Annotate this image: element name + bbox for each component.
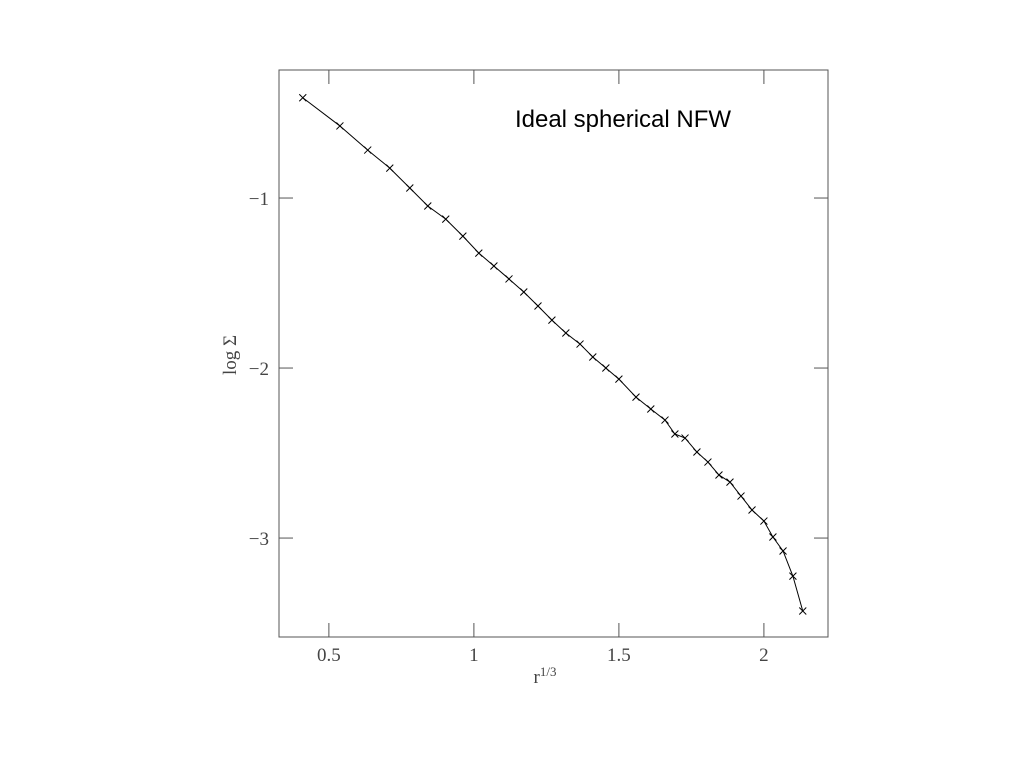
data-marker	[441, 215, 450, 223]
data-marker	[548, 316, 556, 324]
data-marker	[519, 288, 528, 296]
data-marker	[336, 122, 344, 130]
data-marker	[661, 416, 669, 424]
data-line	[302, 97, 804, 612]
data-marker	[405, 184, 414, 192]
data-marker	[704, 458, 712, 466]
y-tick-label: −2	[249, 359, 269, 380]
data-marker	[474, 249, 483, 257]
data-marker	[632, 393, 640, 401]
x-axis-label-base: r	[534, 667, 541, 688]
data-marker	[681, 434, 689, 442]
data-marker	[534, 302, 542, 310]
data-marker	[363, 146, 372, 154]
data-marker	[798, 607, 807, 615]
data-marker	[505, 275, 513, 283]
data-marker	[671, 430, 679, 438]
data-marker	[615, 375, 623, 383]
y-tick-label: −3	[249, 529, 269, 550]
data-marker	[561, 329, 570, 337]
x-tick-label: 2	[759, 645, 769, 666]
annotation: Ideal spherical NFW	[515, 106, 731, 133]
x-tick-label: 0.5	[317, 645, 341, 666]
data-marker	[789, 572, 797, 580]
x-axis-label-sup: 1/3	[540, 664, 557, 679]
data-marker	[601, 364, 610, 372]
data-marker	[737, 492, 745, 500]
data-marker	[298, 93, 307, 102]
y-tick-label: −1	[249, 189, 269, 210]
data-marker	[779, 547, 787, 555]
y-axis-label: log Σ	[220, 335, 241, 375]
data-marker	[769, 533, 777, 541]
x-axis-label: r1/3	[534, 664, 557, 688]
data-marker	[385, 164, 394, 172]
data-marker	[459, 232, 467, 240]
data-marker	[588, 353, 597, 361]
data-marker	[423, 202, 432, 210]
data-marker	[693, 448, 701, 456]
plot-frame	[278, 69, 829, 638]
data-marker	[726, 478, 734, 486]
data-marker	[760, 517, 768, 525]
data-marker	[490, 262, 498, 270]
data-marker	[748, 506, 756, 514]
data-marker	[576, 340, 584, 348]
x-tick-label: 1	[469, 645, 479, 666]
data-marker	[715, 471, 723, 479]
data-marker	[646, 405, 655, 413]
x-tick-label: 1.5	[607, 645, 631, 666]
